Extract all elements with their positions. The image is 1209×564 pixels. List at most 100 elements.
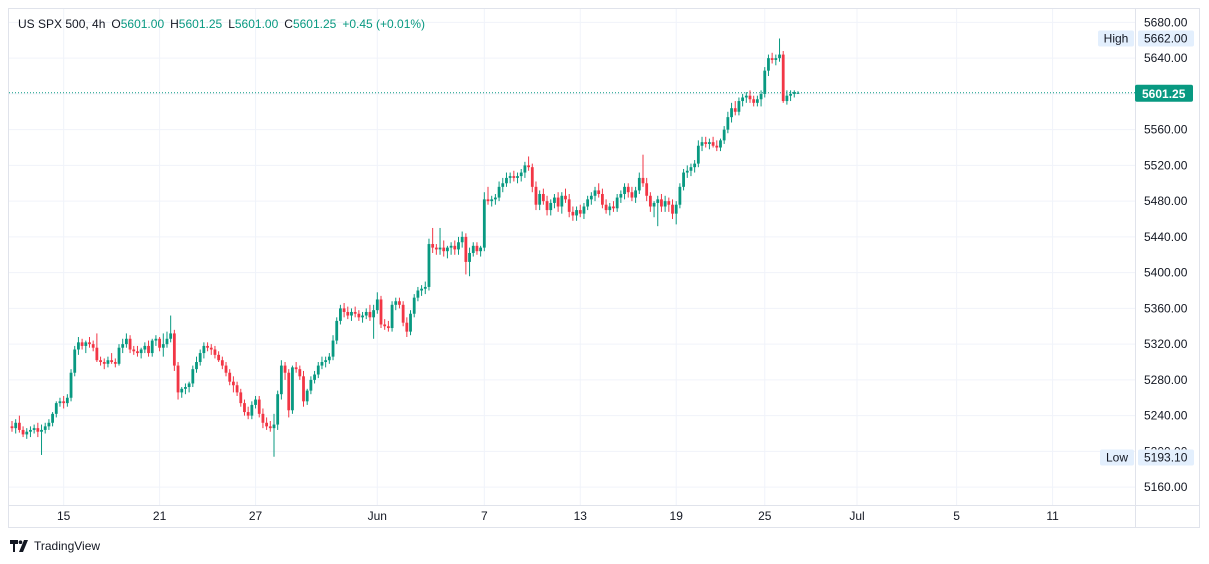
candle-body[interactable] [51, 413, 54, 423]
candle-body[interactable] [505, 177, 508, 184]
candle-body[interactable] [302, 376, 305, 402]
candle-body[interactable] [47, 422, 51, 427]
candle-body[interactable] [608, 206, 612, 211]
candle-body[interactable] [508, 176, 512, 178]
candle-body[interactable] [401, 304, 405, 323]
last-price-tag[interactable] [1135, 84, 1193, 102]
candle-body[interactable] [656, 199, 660, 203]
candle-body[interactable] [453, 245, 457, 250]
candle-body[interactable] [792, 92, 796, 94]
candle-body[interactable] [423, 286, 427, 289]
candle-body[interactable] [136, 351, 139, 354]
candle-body[interactable] [486, 199, 490, 202]
candle-body[interactable] [291, 367, 294, 411]
candle-body[interactable] [516, 176, 519, 178]
candle-body[interactable] [364, 311, 368, 316]
candle-body[interactable] [490, 199, 494, 202]
candle-body[interactable] [32, 428, 36, 430]
candle-body[interactable] [737, 101, 741, 112]
candle-body[interactable] [357, 313, 361, 318]
candle-body[interactable] [294, 367, 298, 370]
candle-body[interactable] [674, 204, 678, 214]
candle-body[interactable] [14, 422, 18, 429]
candle-body[interactable] [316, 365, 320, 375]
candle-body[interactable] [604, 204, 608, 211]
candle-body[interactable] [327, 356, 331, 361]
candle-body[interactable] [324, 360, 328, 363]
candle-body[interactable] [243, 403, 246, 413]
candle-body[interactable] [689, 167, 693, 171]
candle-body[interactable] [741, 97, 745, 102]
candle-body[interactable] [257, 399, 261, 414]
candle-body[interactable] [696, 145, 700, 164]
candle-body[interactable] [593, 190, 597, 196]
candle-body[interactable] [493, 197, 497, 200]
candle-body[interactable] [254, 399, 257, 405]
candle-body[interactable] [305, 390, 309, 402]
candle-body[interactable] [128, 338, 132, 350]
candle-body[interactable] [202, 345, 206, 354]
candle-body[interactable] [309, 379, 313, 391]
candle-body[interactable] [80, 342, 84, 346]
candle-body[interactable] [704, 142, 708, 144]
candle-body[interactable] [88, 342, 91, 345]
candle-body[interactable] [578, 210, 582, 214]
candle-body[interactable] [217, 354, 221, 361]
candle-body[interactable] [464, 236, 468, 262]
candle-body[interactable] [353, 311, 357, 314]
candle-body[interactable] [752, 99, 756, 103]
candle-body[interactable] [195, 362, 198, 370]
candle-body[interactable] [634, 190, 638, 198]
candle-body[interactable] [586, 199, 590, 207]
candle-body[interactable] [534, 186, 538, 205]
candle-body[interactable] [589, 195, 593, 200]
candle-body[interactable] [91, 344, 95, 348]
candle-body[interactable] [54, 403, 58, 414]
candle-body[interactable] [744, 95, 748, 98]
candle-body[interactable] [527, 165, 530, 168]
candle-body[interactable] [191, 369, 195, 384]
candle-body[interactable] [287, 372, 291, 411]
candle-body[interactable] [519, 172, 523, 177]
candle-body[interactable] [530, 167, 534, 187]
candle-body[interactable] [40, 429, 43, 432]
candle-body[interactable] [335, 320, 339, 341]
candle-body[interactable] [113, 362, 117, 364]
candle-body[interactable] [475, 245, 479, 252]
candle-body[interactable] [84, 342, 88, 346]
candle-body[interactable] [512, 176, 516, 178]
candle-body[interactable] [361, 315, 364, 318]
candle-body[interactable] [246, 412, 250, 416]
candle-body[interactable] [65, 397, 69, 404]
candle-body[interactable] [139, 349, 143, 354]
candle-body[interactable] [58, 401, 62, 404]
candle-body[interactable] [767, 58, 770, 71]
candle-body[interactable] [545, 201, 549, 211]
candle-body[interactable] [110, 360, 114, 363]
candle-body[interactable] [645, 183, 649, 196]
candle-body[interactable] [62, 401, 66, 404]
candle-body[interactable] [538, 193, 542, 205]
candle-body[interactable] [121, 344, 125, 348]
candle-body[interactable] [184, 387, 187, 389]
candle-body[interactable] [95, 347, 99, 361]
candle-body[interactable] [556, 197, 560, 207]
candle-body[interactable] [615, 197, 619, 209]
candle-body[interactable] [99, 360, 102, 363]
candle-body[interactable] [708, 142, 711, 144]
candle-body[interactable] [265, 422, 269, 427]
candle-body[interactable] [220, 360, 224, 366]
candle-body[interactable] [416, 290, 420, 298]
candle-body[interactable] [700, 142, 704, 146]
candle-body[interactable] [671, 204, 674, 214]
candle-body[interactable] [272, 424, 276, 429]
candle-body[interactable] [755, 99, 759, 103]
candle-body[interactable] [648, 195, 652, 207]
candle-body[interactable] [172, 333, 176, 366]
candle-body[interactable] [158, 338, 161, 348]
candle-body[interactable] [298, 369, 302, 377]
candle-body[interactable] [405, 322, 409, 332]
candle-body[interactable] [320, 362, 324, 366]
candle-body[interactable] [29, 429, 32, 432]
candle-body[interactable] [10, 426, 14, 429]
